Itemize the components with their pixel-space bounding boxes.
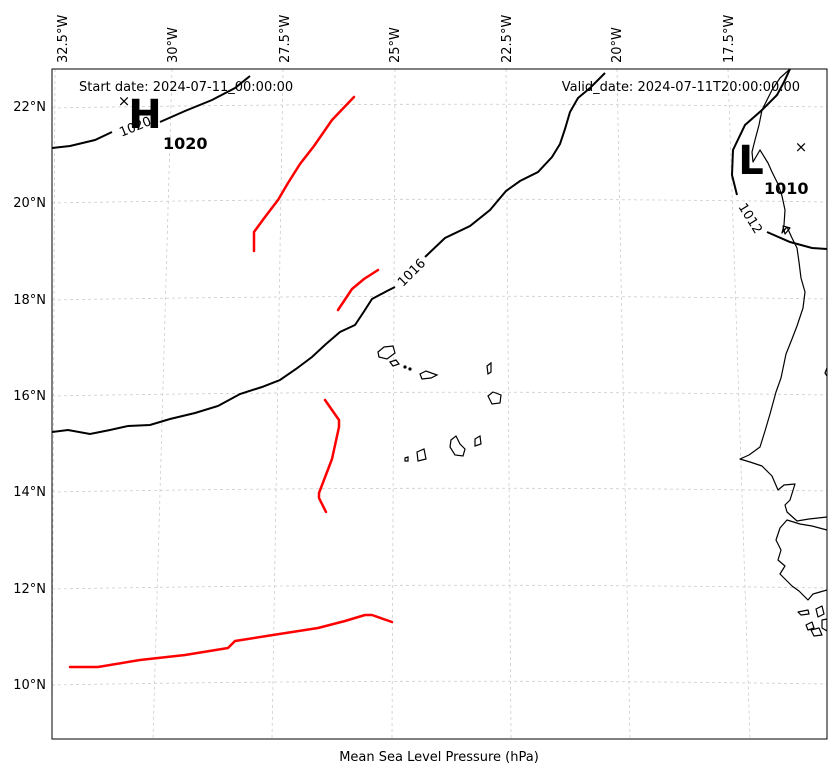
high-pressure-value: 1020 bbox=[163, 134, 208, 153]
cape-verde-islands bbox=[377, 345, 502, 462]
latitude-axis-labels: 22°N 20°N 18°N 16°N 14°N 12°N 10°N bbox=[13, 100, 46, 693]
gridline-17-5w bbox=[727, 69, 751, 739]
lon-label-32-5w: 32.5°W bbox=[56, 15, 71, 63]
isobar-1012-tail bbox=[766, 231, 827, 250]
island-brava bbox=[404, 456, 409, 462]
valid-date-label: Valid_date: 2024-07-11T20:00:00.00 bbox=[562, 80, 800, 95]
low-pressure-symbol: L bbox=[738, 138, 764, 184]
isobar-1016-lower bbox=[52, 286, 396, 436]
gridline-20w bbox=[616, 69, 631, 739]
isobar-1016-upper bbox=[424, 72, 606, 258]
lat-label-20n: 20°N bbox=[13, 196, 46, 211]
lon-label-30w: 30°W bbox=[166, 27, 181, 63]
low-pressure-value: 1010 bbox=[764, 179, 809, 198]
island-fogo bbox=[416, 448, 427, 462]
trough-axes bbox=[68, 95, 394, 669]
lat-label-16n: 16°N bbox=[13, 389, 46, 404]
isobar-1020-right bbox=[159, 75, 251, 123]
islet-raso bbox=[408, 367, 412, 371]
lat-label-18n: 18°N bbox=[13, 293, 46, 308]
pressure-center-markers: × × bbox=[118, 92, 808, 156]
isobars bbox=[52, 69, 827, 436]
map-background bbox=[52, 69, 827, 739]
low-center-x-marker: × bbox=[795, 138, 808, 156]
lon-label-17-5w: 17.5°W bbox=[722, 15, 737, 63]
african-coastline bbox=[739, 69, 827, 637]
map-caption: Mean Sea Level Pressure (hPa) bbox=[339, 750, 539, 765]
island-maio bbox=[474, 435, 482, 447]
lat-label-12n: 12°N bbox=[13, 582, 46, 597]
island-sao-vicente bbox=[389, 359, 400, 367]
isobar-1020-left bbox=[52, 131, 113, 149]
coastline-bijagos-c bbox=[805, 621, 815, 631]
lon-label-27-5w: 27.5°W bbox=[278, 15, 293, 63]
gridline-22-5w bbox=[505, 69, 512, 739]
latitude-gridlines bbox=[52, 103, 827, 686]
coastline-guinea-d bbox=[810, 627, 823, 637]
gridline-10n bbox=[52, 680, 827, 686]
island-sao-nicolau bbox=[419, 370, 439, 380]
island-sal bbox=[486, 361, 492, 376]
lat-label-22n: 22°N bbox=[13, 100, 46, 115]
coastline-guinea-e bbox=[821, 618, 827, 632]
lon-label-22-5w: 22.5°W bbox=[500, 15, 515, 63]
lat-label-14n: 14°N bbox=[13, 485, 46, 500]
trough-axis-itcz bbox=[68, 613, 394, 669]
trough-axis-north bbox=[252, 95, 356, 253]
gridline-18n bbox=[52, 295, 827, 301]
map-frame bbox=[51, 68, 828, 740]
gridline-27-5w bbox=[271, 69, 284, 739]
gridline-14n bbox=[52, 487, 827, 493]
high-pressure-symbol: H bbox=[128, 92, 161, 138]
gridline-20n bbox=[52, 198, 827, 204]
gridline-25w bbox=[391, 69, 396, 739]
island-boa-vista bbox=[487, 391, 502, 405]
gridline-16n bbox=[52, 391, 827, 397]
isobar-1012-arc bbox=[730, 69, 791, 196]
island-santo-antao bbox=[377, 345, 396, 360]
trough-axis-central bbox=[336, 268, 380, 312]
gridline-22n bbox=[52, 103, 827, 109]
coastline-gambia-guinea-bissau bbox=[775, 519, 827, 601]
coastline-bijagos-b bbox=[815, 605, 825, 618]
gridline-30w bbox=[152, 69, 173, 739]
coastline-mauritania-senegal bbox=[739, 69, 827, 522]
coastline-bijagos-a bbox=[797, 609, 810, 616]
trough-axis-south bbox=[317, 398, 341, 514]
lon-label-20w: 20°W bbox=[610, 27, 625, 63]
lat-label-10n: 10°N bbox=[13, 678, 46, 693]
longitude-axis-labels: 32.5°W 30°W 27.5°W 25°W 22.5°W 20°W 17.5… bbox=[56, 15, 737, 63]
lon-label-25w: 25°W bbox=[388, 27, 403, 63]
gridline-12n bbox=[52, 584, 827, 590]
high-center-x-marker: × bbox=[118, 92, 131, 110]
coastline-inland-edge bbox=[824, 367, 827, 377]
islet-santa-luzia bbox=[403, 365, 407, 369]
coastline-banc-arguin bbox=[782, 225, 791, 235]
island-santiago bbox=[449, 435, 466, 457]
start-date-label: Start date: 2024-07-11_00:00:00 bbox=[79, 80, 293, 95]
